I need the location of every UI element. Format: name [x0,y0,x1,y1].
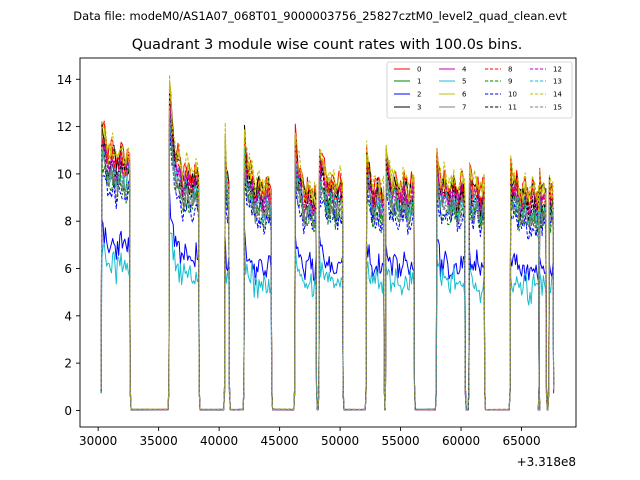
series-line-14 [100,74,555,411]
y-tick-label: 4 [64,309,72,323]
legend-label-15: 15 [553,104,562,112]
y-tick-label: 2 [64,357,72,371]
legend-frame [386,61,573,119]
chart-suptitle: Data file: modeM0/AS1A07_068T01_90000037… [73,9,567,23]
legend-label-10: 10 [508,91,517,99]
plot-frame [79,57,577,428]
y-axis: 0 2 4 6 8 10 12 14 [57,73,80,418]
legend-label-7: 7 [462,104,466,112]
legend-label-5: 5 [462,78,466,86]
legend-label-12: 12 [553,66,562,74]
y-tick-label: 14 [57,73,72,87]
legend-label-2: 2 [417,91,421,99]
x-tick-label: 40000 [200,434,238,448]
legend-label-11: 11 [508,104,517,112]
legend-label-3: 3 [417,104,421,112]
y-tick-label: 6 [64,262,72,276]
legend-label-4: 4 [462,66,467,74]
x-tick-label: 30000 [79,434,117,448]
y-tick-label: 10 [57,167,72,181]
legend-label-1: 1 [417,78,421,86]
legend-label-14: 14 [553,91,562,99]
legend-label-9: 9 [508,78,512,86]
x-offset-label: +3.318e8 [517,455,576,469]
x-tick-label: 45000 [261,434,299,448]
legend-label-8: 8 [508,66,512,74]
series-line-15 [100,116,555,411]
legend-label-0: 0 [417,66,421,74]
x-axis: 30000 35000 40000 45000 50000 55000 60000 65000 [79,427,541,448]
legend-label-6: 6 [462,91,467,99]
x-tick-label: 50000 [321,434,359,448]
x-tick-label: 55000 [381,434,419,448]
chart-title: Quadrant 3 module wise count rates with … [132,37,523,53]
series-layer [100,74,555,411]
y-tick-label: 0 [64,404,72,418]
x-tick-label: 60000 [442,434,480,448]
legend-label-13: 13 [553,78,562,86]
y-tick-label: 12 [57,120,72,134]
y-tick-label: 8 [64,215,72,229]
x-tick-label: 65000 [502,434,540,448]
x-tick-label: 35000 [140,434,178,448]
